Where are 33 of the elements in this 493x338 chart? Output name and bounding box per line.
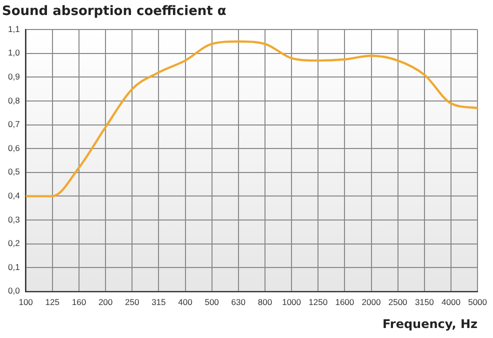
- x-tick-label: 315: [152, 296, 166, 307]
- x-tick-label: 2500: [388, 296, 408, 307]
- x-tick-label: 4000: [442, 296, 461, 307]
- x-tick-label: 125: [45, 296, 60, 307]
- y-tick-label: 0,0: [8, 286, 20, 296]
- x-axis-title: Frequency, Hz: [382, 316, 478, 331]
- line-series: [24, 40, 479, 198]
- y-tick-label: 0,7: [8, 119, 20, 130]
- y-tick-label: 0,5: [8, 166, 20, 177]
- y-tick-label: 0,9: [8, 72, 20, 82]
- y-tick-label: 1,0: [8, 48, 20, 58]
- y-tick-label: 0,8: [8, 95, 20, 106]
- y-tick-label: 1,1: [8, 24, 20, 34]
- x-tick-label: 500: [204, 296, 220, 307]
- x-tick-label: 1250: [308, 296, 328, 307]
- x-tick-label: 5000: [468, 296, 488, 307]
- x-tick-label: 200: [98, 296, 113, 307]
- x-tick-label: 100: [18, 296, 34, 307]
- x-tick-label: 2000: [362, 296, 381, 307]
- x-tick-label: 630: [231, 296, 246, 307]
- chart-title: Sound absorption coefficient α: [2, 4, 226, 20]
- x-tick-label: 250: [125, 296, 140, 307]
- x-tick-label: 1600: [335, 296, 354, 307]
- y-tick-label: 0,6: [8, 142, 20, 153]
- x-tick-label: 3150: [414, 296, 434, 307]
- y-tick-label: 0,1: [8, 262, 20, 272]
- y-tick-label: 0,4: [8, 190, 20, 201]
- x-tick-label: 400: [178, 296, 193, 307]
- y-tick-label: 0,2: [8, 238, 20, 248]
- x-tick-label: 1000: [282, 296, 302, 307]
- x-tick-label: 160: [72, 296, 86, 307]
- y-tick-label: 0,3: [8, 214, 20, 224]
- x-tick-label: 800: [258, 296, 272, 307]
